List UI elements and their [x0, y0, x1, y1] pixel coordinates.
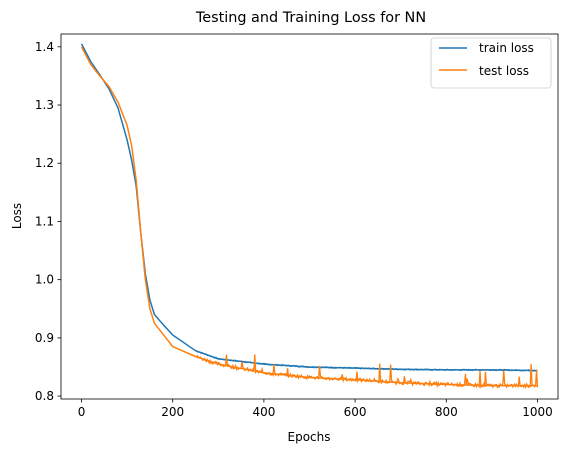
x-axis-label: Epochs: [288, 430, 331, 444]
plot-area: [60, 33, 559, 400]
series-layer: [80, 43, 538, 387]
y-axis-label: Loss: [10, 203, 24, 229]
legend: train loss test loss: [430, 37, 552, 89]
series-noise-train-loss: [195, 350, 538, 372]
series-line-test-loss: [80, 46, 538, 387]
x-tick-label: 400: [252, 405, 275, 419]
legend-label-train-loss: train loss: [479, 41, 534, 55]
y-tick-label: 1.1: [35, 214, 54, 228]
series-noise-test-loss: [195, 354, 539, 390]
x-tick-label: 200: [161, 405, 184, 419]
y-tick-label: 0.8: [35, 389, 54, 403]
x-tick-label: 600: [344, 405, 367, 419]
series-line-train-loss: [80, 43, 538, 372]
noise-layer: [195, 350, 539, 390]
legend-label-test-loss: test loss: [479, 64, 529, 78]
legend-box: [430, 37, 552, 89]
y-tick-label: 1.4: [35, 40, 54, 54]
x-axis-ticks: 0 200 400 600 800 1000: [78, 399, 553, 419]
y-tick-label: 1.3: [35, 98, 54, 112]
y-tick-label: 1.2: [35, 156, 54, 170]
x-tick-label: 1000: [522, 405, 553, 419]
plot-frame: [60, 33, 559, 400]
y-axis-ticks: 0.8 0.9 1.0 1.1 1.2 1.3 1.4: [35, 40, 61, 403]
x-tick-label: 0: [78, 405, 86, 419]
y-tick-label: 1.0: [35, 273, 54, 287]
x-tick-label: 800: [435, 405, 458, 419]
y-tick-label: 0.9: [35, 331, 54, 345]
chart-title: Testing and Training Loss for NN: [195, 10, 426, 26]
